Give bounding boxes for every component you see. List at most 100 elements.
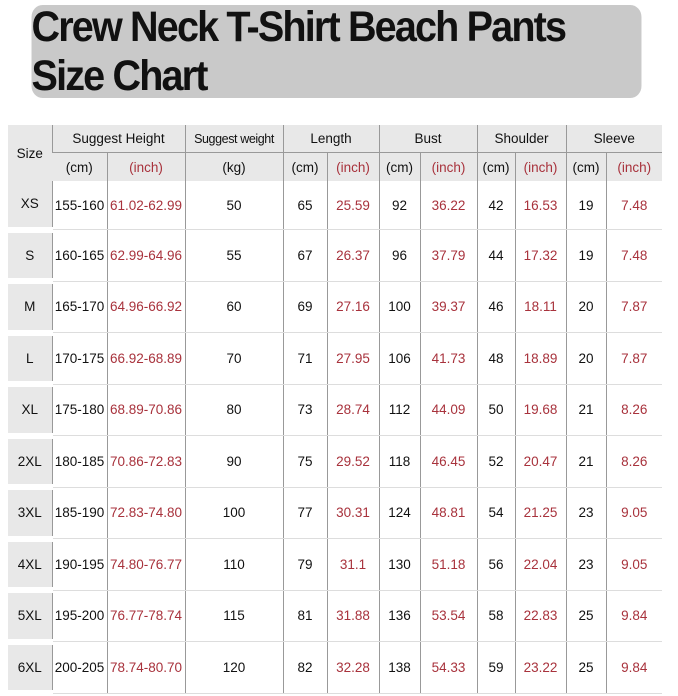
value-cell: 36.22 [419,181,477,230]
value-cell: 82 [282,641,327,694]
header-shoulder: Shoulder [476,125,566,153]
value-cell: 19.68 [514,384,566,436]
value-cell: 29.52 [326,435,379,488]
unit-label: (cm) [378,152,420,181]
value-cell: 120 [184,641,283,694]
value-cell: 175-180 [51,384,107,436]
value-cell: 9.05 [605,538,662,591]
value-cell: 21.25 [514,487,566,539]
value-cell: 23 [565,487,606,539]
value-cell: 9.05 [605,487,662,539]
value-cell: 37.79 [419,229,477,282]
table-row: S 160-165 62.99-64.96 55 67 26.37 96 37.79 44 17.… [8,229,662,284]
value-cell: 53.54 [419,590,477,642]
size-cell: 4XL [8,538,52,593]
value-cell: 41.73 [419,332,477,385]
value-cell: 42 [476,181,515,230]
value-cell: 52 [476,435,515,488]
size-cell: XS [8,181,52,233]
unit-label: (kg) [184,152,283,181]
size-cell: 2XL [8,435,52,490]
unit-label: (inch) [514,152,566,181]
value-cell: 138 [378,641,420,694]
value-cell: 79 [282,538,327,591]
value-cell: 16.53 [514,181,566,230]
value-cell: 170-175 [51,332,107,385]
value-cell: 96 [378,229,420,282]
value-cell: 75 [282,435,327,488]
size-chart-table: Size Suggest Height Suggest weight Lengt… [8,125,662,696]
value-cell: 7.87 [605,332,662,385]
unit-label: (inch) [326,152,379,181]
value-cell: 20 [565,332,606,385]
table-row: 3XL 185-190 72.83-74.80 100 77 30.31 124 48.81 5… [8,487,662,542]
value-cell: 8.26 [605,384,662,436]
value-cell: 25 [565,590,606,642]
unit-label: (cm) [52,152,107,181]
value-cell: 60 [184,281,283,333]
value-cell: 21 [565,435,606,488]
table-row: 6XL 200-205 78.74-80.70 120 82 32.28 138 54.33 5… [8,641,662,696]
value-cell: 20.47 [514,435,566,488]
size-cell: 6XL [8,641,52,696]
chart-title: Crew Neck T-Shirt Beach Pants Size Chart [31,3,642,100]
value-cell: 80 [184,384,283,436]
value-cell: 81 [282,590,327,642]
value-cell: 17.32 [514,229,566,282]
value-cell: 7.87 [605,281,662,333]
table-row: M 165-170 64.96-66.92 60 69 27.16 100 39.37 46 18… [8,281,662,336]
value-cell: 73 [282,384,327,436]
value-cell: 48.81 [419,487,477,539]
value-cell: 44.09 [419,384,477,436]
value-cell: 64.96-66.92 [106,281,185,333]
value-cell: 124 [378,487,420,539]
value-cell: 90 [184,435,283,488]
value-cell: 26.37 [326,229,379,282]
value-cell: 72.83-74.80 [106,487,185,539]
header-height: Suggest Height [51,125,185,153]
value-cell: 112 [378,384,420,436]
value-cell: 130 [378,538,420,591]
table-row: 4XL 190-195 74.80-76.77 110 79 31.1 130 51.18 56… [8,538,662,593]
size-cell: M [8,281,52,336]
value-cell: 39.37 [419,281,477,333]
value-cell: 8.26 [605,435,662,488]
value-cell: 31.1 [326,538,379,591]
value-cell: 200-205 [51,641,107,694]
size-cell: S [8,229,52,284]
value-cell: 48 [476,332,515,385]
value-cell: 100 [184,487,283,539]
value-cell: 50 [476,384,515,436]
value-cell: 23 [565,538,606,591]
value-cell: 61.02-62.99 [106,181,185,230]
unit-label: (cm) [476,152,515,181]
value-cell: 71 [282,332,327,385]
value-cell: 160-165 [51,229,107,282]
value-cell: 62.99-64.96 [106,229,185,282]
value-cell: 20 [565,281,606,333]
unit-label: (cm) [565,152,606,181]
value-cell: 118 [378,435,420,488]
table-row: L 170-175 66.92-68.89 70 71 27.95 106 41.73 48 18… [8,332,662,387]
unit-label: (inch) [419,152,477,181]
size-cell: L [8,332,52,387]
value-cell: 19 [565,181,606,230]
table-row: XL 175-180 68.89-70.86 80 73 28.74 112 44.09 50 1… [8,384,662,439]
value-cell: 77 [282,487,327,539]
value-cell: 165-170 [51,281,107,333]
value-cell: 18.89 [514,332,566,385]
value-cell: 115 [184,590,283,642]
value-cell: 27.16 [326,281,379,333]
value-cell: 185-190 [51,487,107,539]
value-cell: 106 [378,332,420,385]
header-length: Length [282,125,379,153]
value-cell: 54 [476,487,515,539]
size-cell: 5XL [8,590,52,645]
table-row: 2XL 180-185 70.86-72.83 90 75 29.52 118 46.45 52… [8,435,662,490]
value-cell: 76.77-78.74 [106,590,185,642]
value-cell: 66.92-68.89 [106,332,185,385]
size-cell: XL [8,384,52,439]
value-cell: 110 [184,538,283,591]
header-sleeve: Sleeve [565,125,662,153]
value-cell: 58 [476,590,515,642]
